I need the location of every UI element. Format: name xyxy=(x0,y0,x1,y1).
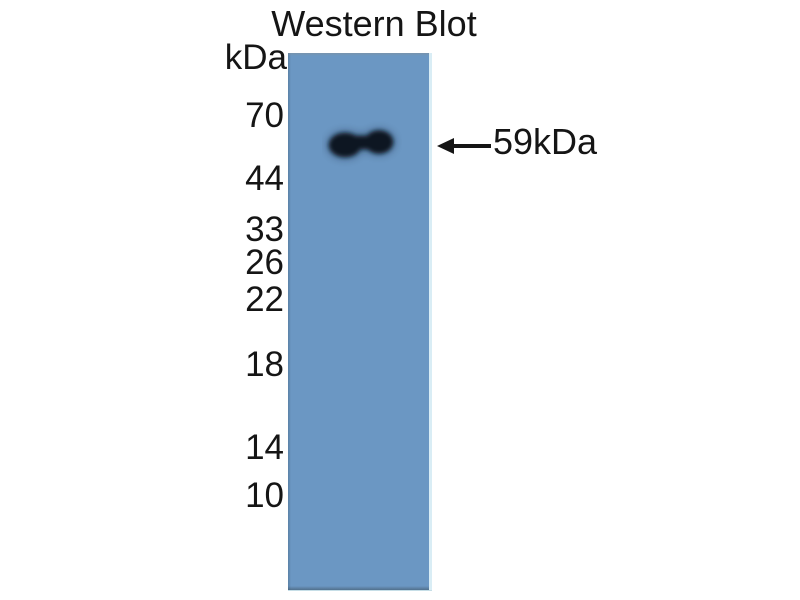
band-weight-label: 59kDa xyxy=(493,121,598,162)
kda-unit-label: kDa xyxy=(224,38,287,77)
ladder-marker-14: 14 xyxy=(245,428,284,467)
band-annotation: 59kDa xyxy=(437,124,597,160)
protein-band xyxy=(328,130,394,158)
ladder-marker-10: 10 xyxy=(245,476,284,515)
ladder-marker-26: 26 xyxy=(245,243,284,282)
left-arrow-icon xyxy=(437,137,491,154)
ladder-marker-70: 70 xyxy=(245,96,284,135)
ladder-marker-18: 18 xyxy=(245,345,284,384)
ladder-marker-33: 33 xyxy=(245,210,284,249)
ladder-marker-44: 44 xyxy=(245,159,284,198)
figure-title: Western Blot xyxy=(271,3,477,44)
ladder-marker-22: 22 xyxy=(245,280,284,319)
